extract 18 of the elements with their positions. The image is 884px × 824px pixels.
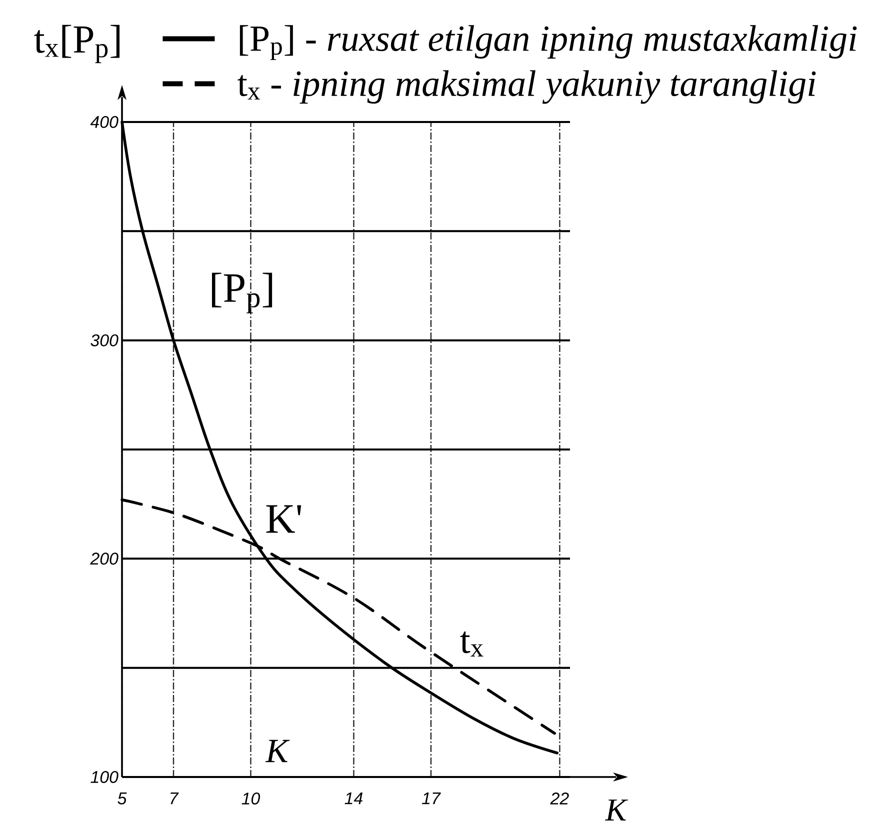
legend-label: [P$_{p}$] - ruxsat etilgan ipning mustaxkamligi	[240, 25, 857, 60]
annotation: [P$_{p}$]	[212, 272, 272, 314]
y-tick-label: 400	[90, 116, 118, 128]
x-tick-label: 22	[550, 792, 569, 804]
x-tick-label: 17	[422, 792, 441, 804]
legend-label: t$_{x}$ - ipning maksimal yakuniy tarangligi	[238, 70, 816, 104]
y-tick-label: 200	[90, 552, 118, 565]
y-tick-label: 100	[90, 771, 118, 783]
x-axis-title: K	[605, 800, 628, 820]
x-tick-label: 7	[170, 792, 179, 804]
x-tick-label: 10	[242, 792, 260, 805]
x-tick-label: 5	[118, 792, 127, 804]
annotation: t$_{x}$	[460, 631, 484, 656]
annotation: K'	[266, 505, 302, 533]
y-axis-title: t$_{x}$[P$_{p}$]	[34, 24, 120, 64]
annotation: K	[265, 740, 290, 762]
x-tick-label: 14	[344, 792, 363, 804]
y-tick-label: 300	[90, 334, 118, 346]
